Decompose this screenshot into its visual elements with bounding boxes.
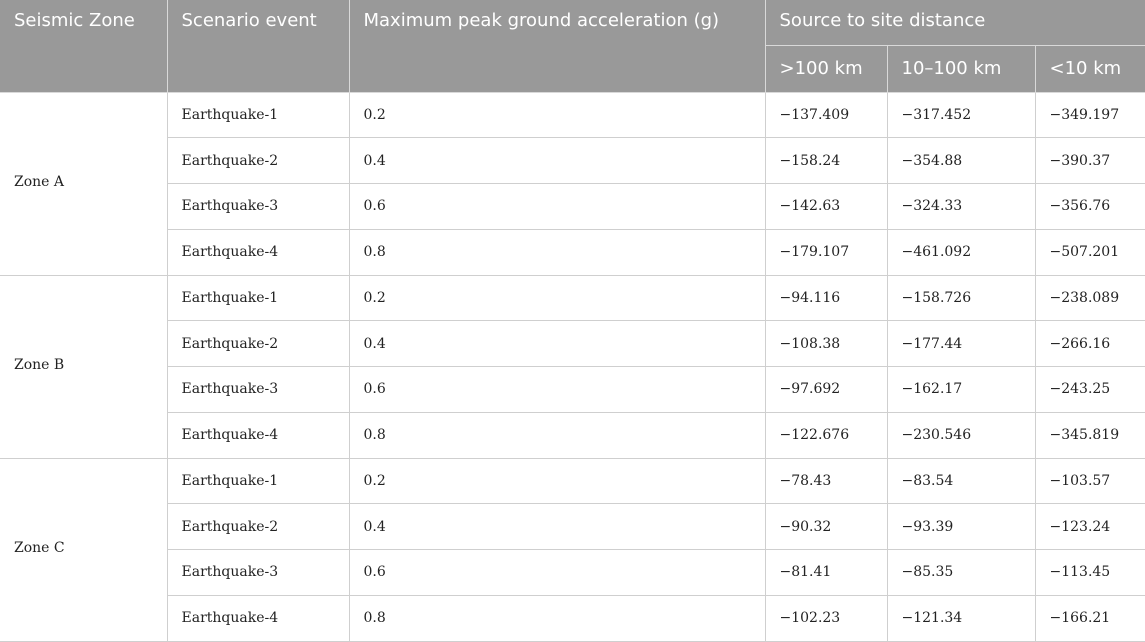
max-pga-cell: 0.4 [349,503,766,550]
distance-mid-cell: −177.44 [887,320,1036,367]
distance-near-cell: −390.37 [1035,137,1145,184]
scenario-event-cell: Earthquake-2 [167,137,350,184]
distance-far-cell: −179.107 [765,229,888,276]
table-row: Earthquake-4 0.8 −122.676 −230.546 −345.819 [0,412,1145,459]
scenario-event-cell: Earthquake-3 [167,366,350,413]
table-row: Earthquake-2 0.4 −158.24 −354.88 −390.37 [0,137,1145,184]
table-row: Zone C Earthquake-1 0.2 −78.43 −83.54 −103.57 [0,458,1145,642]
max-pga-cell: 0.6 [349,183,766,230]
table-row: Earthquake-3 0.6 −81.41 −85.35 −113.45 [0,549,1145,596]
scenario-event-cell: Earthquake-3 [167,183,350,230]
distance-mid-cell: −461.092 [887,229,1036,276]
max-pga-cell: 0.2 [349,275,766,322]
scenario-event-cell: Earthquake-3 [167,549,350,596]
distance-near-cell: −166.21 [1035,595,1145,642]
max-pga-cell: 0.8 [349,412,766,459]
distance-far-cell: −137.409 [765,92,888,139]
distance-mid-cell: −324.33 [887,183,1036,230]
table-row: Zone A Earthquake-1 0.2 −137.409 −317.452 −34… [0,92,1145,276]
distance-mid-cell: −354.88 [887,137,1036,184]
scenario-event-cell: Earthquake-4 [167,595,350,642]
max-pga-cell: 0.6 [349,549,766,596]
distance-near-cell: −243.25 [1035,366,1145,413]
distance-near-cell: −123.24 [1035,503,1145,550]
max-pga-cell: 0.8 [349,595,766,642]
distance-near-cell: −238.089 [1035,275,1145,322]
max-pga-cell: 0.2 [349,458,766,505]
distance-far-cell: −81.41 [765,549,888,596]
max-pga-cell: 0.2 [349,92,766,139]
header-source-to-site-distance: Source to site distance [765,0,1145,46]
max-pga-cell: 0.4 [349,137,766,184]
distance-near-cell: −507.201 [1035,229,1145,276]
distance-near-cell: −266.16 [1035,320,1145,367]
table-row: Earthquake-3 0.6 −97.692 −162.17 −243.25 [0,366,1145,413]
distance-mid-cell: −85.35 [887,549,1036,596]
max-pga-cell: 0.6 [349,366,766,413]
distance-mid-cell: −83.54 [887,458,1036,505]
distance-far-cell: −78.43 [765,458,888,505]
header-dist-far: >100 km [765,45,888,93]
distance-far-cell: −108.38 [765,320,888,367]
distance-near-cell: −345.819 [1035,412,1145,459]
distance-near-cell: −349.197 [1035,92,1145,139]
distance-near-cell: −103.57 [1035,458,1145,505]
distance-far-cell: −94.116 [765,275,888,322]
distance-far-cell: −142.63 [765,183,888,230]
table-row: Earthquake-2 0.4 −108.38 −177.44 −266.16 [0,320,1145,367]
distance-far-cell: −90.32 [765,503,888,550]
distance-mid-cell: −317.452 [887,92,1036,139]
distance-mid-cell: −158.726 [887,275,1036,322]
table-row: Zone B Earthquake-1 0.2 −94.116 −158.726 −238… [0,275,1145,459]
scenario-event-cell: Earthquake-2 [167,320,350,367]
table-row: Earthquake-4 0.8 −179.107 −461.092 −507.201 [0,229,1145,276]
distance-near-cell: −356.76 [1035,183,1145,230]
max-pga-cell: 0.4 [349,320,766,367]
distance-mid-cell: −93.39 [887,503,1036,550]
table-row: Earthquake-4 0.8 −102.23 −121.34 −166.21 [0,595,1145,642]
header-scenario-event: Scenario event [167,0,350,93]
scenario-event-cell: Earthquake-1 [167,92,350,139]
distance-mid-cell: −121.34 [887,595,1036,642]
scenario-event-cell: Earthquake-1 [167,458,350,505]
header-seismic-zone: Seismic Zone [0,0,168,93]
table-body: Zone A Earthquake-1 0.2 −137.409 −317.452 −34… [0,92,1145,642]
scenario-event-cell: Earthquake-4 [167,412,350,459]
distance-far-cell: −102.23 [765,595,888,642]
zone-label: Zone A [0,92,168,276]
max-pga-cell: 0.8 [349,229,766,276]
table-row: Earthquake-3 0.6 −142.63 −324.33 −356.76 [0,183,1145,230]
distance-far-cell: −97.692 [765,366,888,413]
scenario-event-cell: Earthquake-1 [167,275,350,322]
distance-far-cell: −158.24 [765,137,888,184]
scenario-event-cell: Earthquake-4 [167,229,350,276]
header-row-sub: >100 km 10–100 km <10 km [0,45,1145,93]
header-dist-near: <10 km [1035,45,1145,93]
zone-label: Zone B [0,275,168,459]
header-row-top: Seismic Zone Scenario event Maximum peak… [0,0,1145,93]
distance-mid-cell: −230.546 [887,412,1036,459]
table-row: Earthquake-2 0.4 −90.32 −93.39 −123.24 [0,503,1145,550]
zone-label: Zone C [0,458,168,642]
table-header: Seismic Zone Scenario event Maximum peak… [0,0,1145,93]
header-max-pga: Maximum peak ground acceleration (g) [349,0,766,93]
scenario-event-cell: Earthquake-2 [167,503,350,550]
distance-mid-cell: −162.17 [887,366,1036,413]
distance-far-cell: −122.676 [765,412,888,459]
header-dist-mid: 10–100 km [887,45,1036,93]
distance-near-cell: −113.45 [1035,549,1145,596]
